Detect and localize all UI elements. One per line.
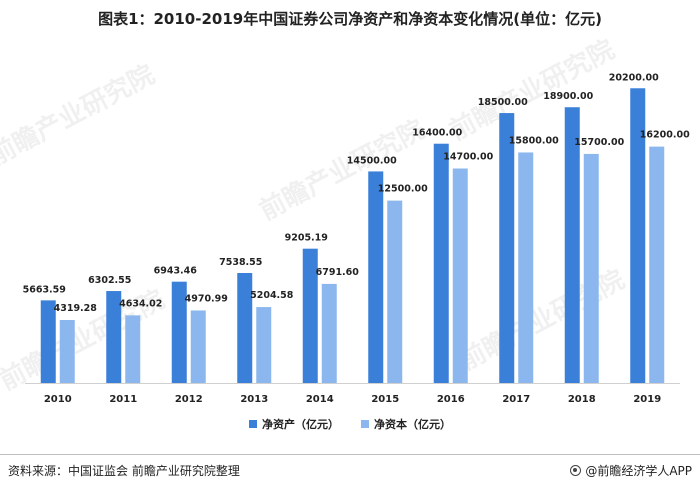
label-net-capital-2018: 15700.00 [574, 137, 624, 148]
bar-net-assets-2012 [171, 281, 187, 383]
legend-swatch-net-assets [249, 420, 257, 428]
x-tick-label-2016: 2016 [437, 394, 465, 405]
bar-net-assets-2016 [433, 143, 449, 383]
label-net-capital-2013: 5204.58 [250, 290, 294, 301]
legend-label-net-assets: 净资产（亿元） [262, 418, 339, 431]
label-net-capital-2011: 4634.02 [119, 298, 162, 309]
bar-net-assets-2011 [106, 291, 122, 383]
label-net-capital-2015: 12500.00 [378, 184, 428, 195]
legend: 净资产（亿元） 净资本（亿元） [0, 416, 700, 432]
x-tick-label-2011: 2011 [109, 394, 137, 405]
x-tick-label-2014: 2014 [306, 394, 334, 405]
x-tick-label-2018: 2018 [568, 394, 596, 405]
chart-title: 图表1：2010-2019年中国证券公司净资产和净资本变化情况(单位：亿元) [98, 10, 602, 28]
label-net-assets-2012: 6943.46 [154, 266, 198, 277]
footer-divider [0, 454, 700, 455]
label-net-assets-2018: 18900.00 [543, 91, 593, 102]
bar-net-capital-2015 [387, 200, 403, 383]
x-tick-label-2010: 2010 [44, 394, 72, 405]
label-net-assets-2015: 14500.00 [347, 155, 397, 166]
bar-net-capital-2012 [190, 310, 206, 383]
x-tick-label-2017: 2017 [502, 394, 530, 405]
label-net-capital-2012: 4970.99 [185, 293, 228, 304]
bar-net-capital-2014 [321, 283, 337, 383]
x-tick-label-2012: 2012 [175, 394, 203, 405]
bar-net-capital-2013 [256, 307, 272, 383]
legend-item-net-assets: 净资产（亿元） [249, 416, 339, 432]
bar-net-assets-2018 [564, 107, 580, 384]
bar-net-assets-2010 [40, 300, 56, 383]
legend-label-net-capital: 净资本（亿元） [374, 418, 451, 431]
legend-swatch-net-capital [361, 420, 369, 428]
label-net-assets-2017: 18500.00 [478, 97, 528, 108]
bar-net-assets-2014 [302, 248, 318, 383]
bar-net-capital-2019 [649, 146, 665, 383]
label-net-assets-2019: 20200.00 [609, 72, 659, 83]
bar-net-assets-2019 [630, 88, 646, 383]
bar-net-capital-2011 [125, 315, 141, 383]
legend-item-net-capital: 净资本（亿元） [361, 416, 451, 432]
label-net-capital-2010: 4319.28 [54, 303, 98, 314]
bar-net-assets-2017 [499, 113, 515, 384]
label-net-capital-2019: 16200.00 [640, 130, 690, 141]
label-net-assets-2014: 9205.19 [285, 233, 328, 244]
x-tick-label-2015: 2015 [371, 394, 399, 405]
label-net-assets-2011: 6302.55 [88, 275, 131, 286]
bar-net-capital-2017 [518, 152, 534, 383]
bar-net-assets-2015 [368, 171, 384, 383]
label-net-capital-2016: 14700.00 [443, 152, 493, 163]
bar-net-capital-2016 [452, 168, 468, 383]
label-net-assets-2013: 7538.55 [219, 257, 262, 268]
source-note: 资料来源：中国证监会 前瞻产业研究院整理 [8, 464, 240, 478]
x-tick-label-2013: 2013 [240, 394, 268, 405]
bar-net-capital-2018 [583, 153, 599, 383]
label-net-assets-2010: 5663.59 [23, 284, 66, 295]
x-tick-label-2019: 2019 [633, 394, 661, 405]
bar-net-capital-2010 [59, 319, 75, 383]
label-net-assets-2016: 16400.00 [412, 128, 462, 139]
label-net-capital-2017: 15800.00 [509, 135, 559, 146]
bar-net-assets-2013 [237, 273, 253, 383]
brand-logo-icon [570, 465, 582, 476]
brand-label: @前瞻经济学人APP [585, 464, 692, 478]
label-net-capital-2014: 6791.60 [316, 267, 360, 278]
brand-credit: @前瞻经济学人APP [570, 462, 692, 479]
